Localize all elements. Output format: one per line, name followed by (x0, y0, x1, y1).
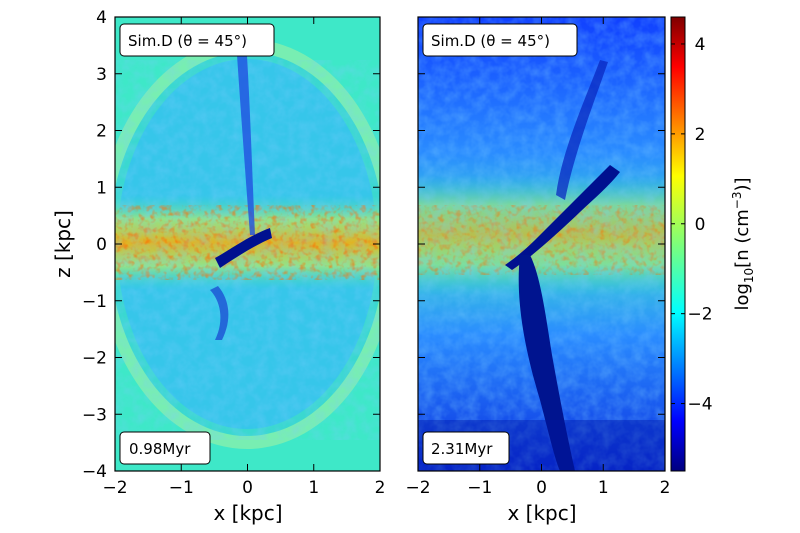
y-tick-label: 1 (96, 178, 107, 198)
y-tick-label: −1 (82, 292, 107, 312)
colorbar-frame (670, 16, 686, 472)
colorbar-tick-label: 2 (695, 125, 706, 145)
x-tick-label: 0 (536, 478, 547, 498)
panel-1-time: 0.98Myr (129, 440, 191, 458)
panel-1-image (115, 17, 380, 471)
panel-2-title: Sim.D (θ = 45°) (431, 32, 550, 50)
y-tick-label: 4 (96, 8, 107, 28)
y-tick-label: −3 (82, 405, 107, 425)
panel-1-title: Sim.D (θ = 45°) (128, 32, 247, 50)
y-tick-label: 0 (96, 235, 107, 255)
x-tick-label: 1 (308, 478, 319, 498)
panel-2-xlabel: x [kpc] (507, 501, 576, 525)
x-tick-label: 1 (598, 478, 609, 498)
colorbar (671, 17, 685, 471)
colorbar-tick-label: −4 (687, 395, 712, 415)
panel-2-time: 2.31Myr (431, 440, 493, 458)
x-tick-label: −1 (169, 478, 194, 498)
y-tick-label: 3 (96, 65, 107, 85)
colorbar-tick-label: −2 (687, 305, 712, 325)
x-tick-label: 0 (242, 478, 253, 498)
x-tick-label: 2 (375, 478, 386, 498)
panel-2-time-box: 2.31Myr (422, 431, 510, 465)
colorbar-label: log10[n (cm−3)] (730, 177, 756, 310)
panel-1-time-box: 0.98Myr (119, 431, 211, 465)
panel-1-xlabel: x [kpc] (213, 501, 282, 525)
panel-1-title-box: Sim.D (θ = 45°) (119, 23, 275, 57)
x-tick-label: −2 (405, 478, 430, 498)
x-tick-label: −1 (467, 478, 492, 498)
panel-2-title-box: Sim.D (θ = 45°) (422, 23, 578, 57)
y-tick-label: −4 (82, 462, 107, 482)
x-tick-label: 2 (660, 478, 671, 498)
panel-1-ylabel: z [kpc] (51, 210, 75, 278)
panel-2-image (418, 17, 665, 471)
colorbar-tick-label: 4 (695, 35, 706, 55)
y-tick-label: −2 (82, 349, 107, 369)
x-tick-label: −2 (102, 478, 127, 498)
colorbar-tick-label: 0 (695, 215, 706, 235)
y-tick-label: 2 (96, 122, 107, 142)
